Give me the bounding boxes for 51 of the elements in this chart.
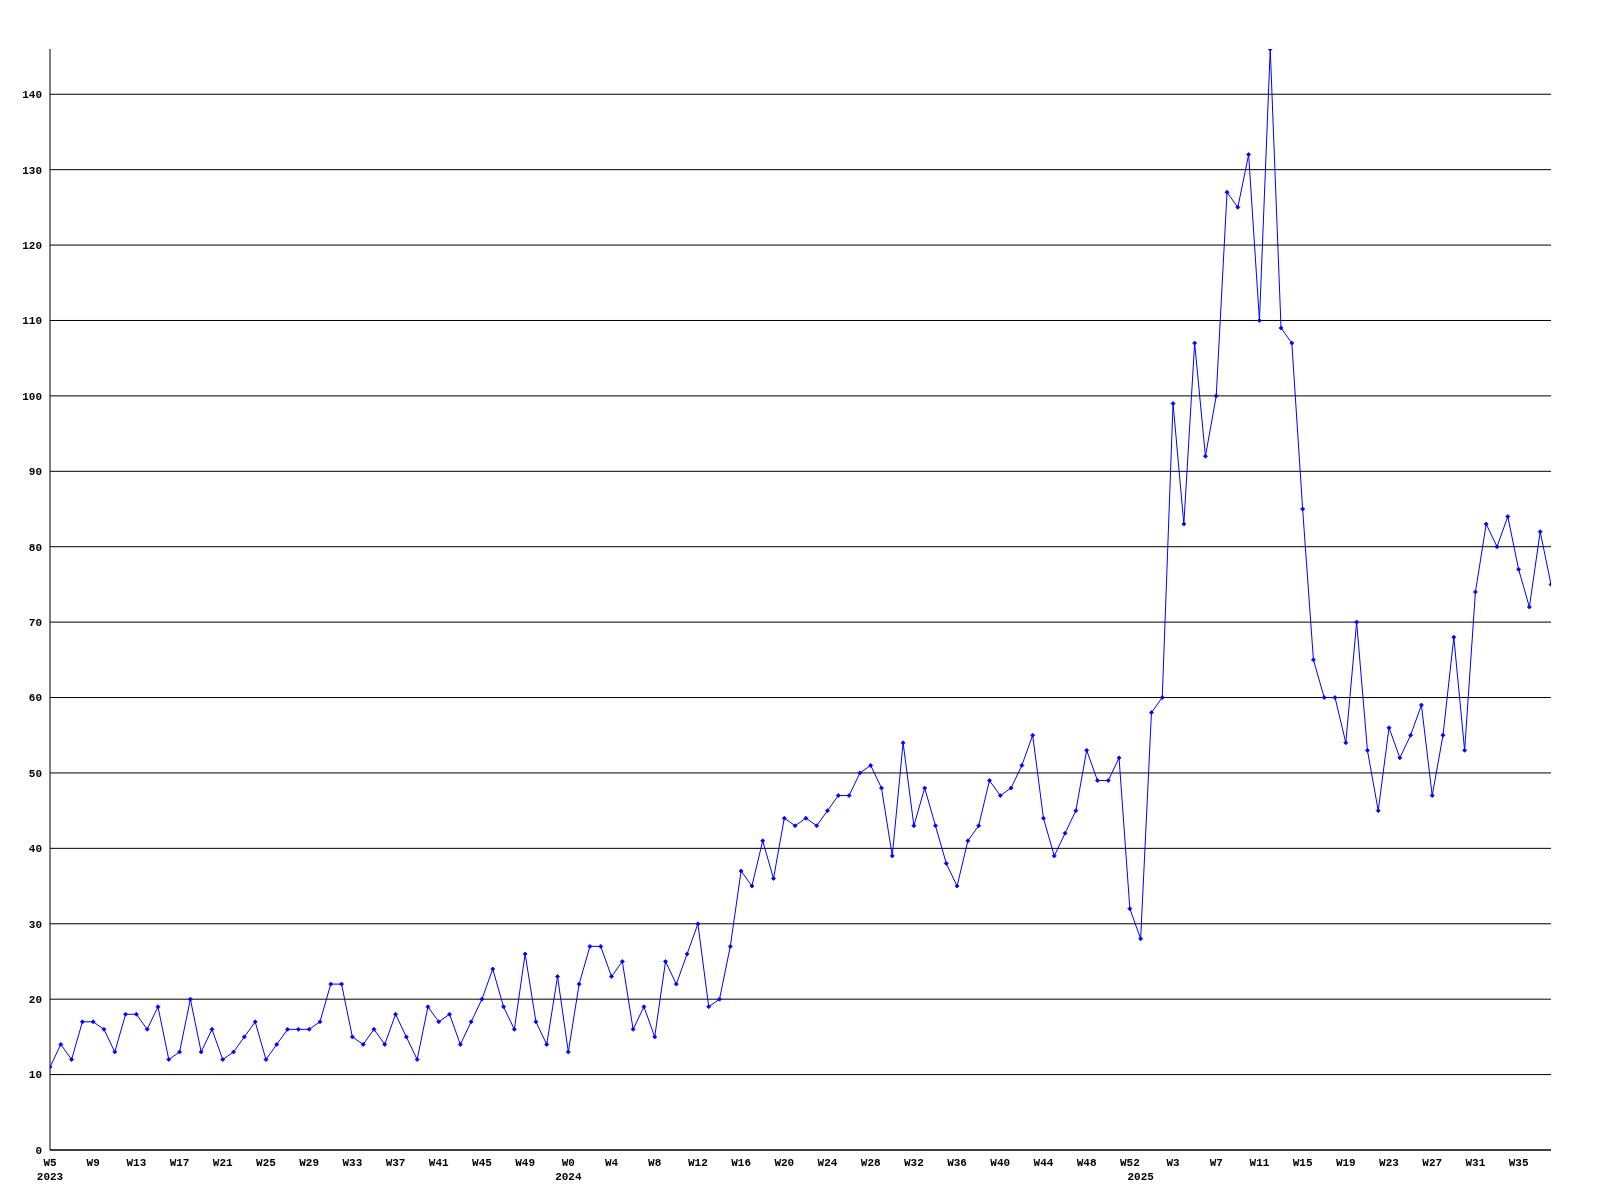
x-tick-label: 2025 (1127, 1171, 1155, 1183)
x-tick-label: W4 (604, 1157, 619, 1169)
x-tick-label: W5 2023 (36, 1157, 64, 1183)
y-tick-label: 30 (28, 918, 42, 931)
x-tick-label: W37 (385, 1157, 406, 1169)
x-tick-label: W13 (126, 1157, 147, 1169)
y-tick-label: 110 (22, 315, 42, 328)
x-tick-label: W17 (169, 1157, 190, 1169)
x-tick-label: W35 (1508, 1157, 1529, 1169)
y-tick-label: 80 (28, 541, 42, 554)
y-tick-label: 90 (28, 466, 42, 479)
x-tick-label: W8 (648, 1157, 662, 1169)
y-tick-label: 0 (35, 1144, 42, 1157)
x-tick-label: W25 (256, 1157, 277, 1169)
x-tick-label: W48 (1076, 1157, 1097, 1169)
x-tick-label: W15 (1292, 1157, 1313, 1169)
y-tick-label: 100 (22, 390, 42, 403)
x-tick-label: W27 (1422, 1157, 1443, 1169)
x-tick-label: W52 (1119, 1157, 1140, 1169)
y-tick-label: 40 (28, 843, 42, 856)
x-tick-label: W21 (212, 1157, 234, 1169)
y-tick-label: 120 (22, 239, 42, 252)
y-tick-label: 50 (28, 767, 42, 780)
x-tick-label: W36 (947, 1157, 967, 1169)
x-tick-label: W11 (1249, 1157, 1270, 1169)
x-tick-label: W16 (731, 1157, 752, 1169)
x-tick-label: W33 (342, 1157, 363, 1169)
x-tick-label: W20 (774, 1157, 795, 1169)
x-tick-label: W7 (1209, 1157, 1223, 1169)
y-tick-label: 60 (28, 692, 42, 705)
x-tick-label: W19 (1335, 1157, 1356, 1169)
x-tick-label: W0 2024 (555, 1157, 582, 1183)
x-tick-label: W23 (1379, 1157, 1400, 1169)
x-tick-label: W9 (86, 1157, 100, 1169)
x-tick-label: W29 (299, 1157, 320, 1169)
y-tick-label: 20 (28, 994, 42, 1007)
x-tick-label: W28 (860, 1157, 881, 1169)
x-tick-label: W45 (472, 1157, 493, 1169)
x-tick-label: W44 (1033, 1157, 1054, 1169)
y-tick-label: 70 (28, 617, 42, 630)
y-tick-label: 140 (22, 89, 42, 102)
x-tick-label: W32 (903, 1157, 924, 1169)
x-tick-label: W12 (688, 1157, 708, 1169)
x-tick-label: W40 (990, 1157, 1011, 1169)
x-tick-label: W49 (515, 1157, 536, 1169)
y-tick-label: 130 (22, 164, 42, 177)
x-tick-label: W41 (428, 1157, 450, 1169)
y-tick-label: 10 (28, 1069, 42, 1082)
x-tick-label: W24 (817, 1157, 838, 1169)
x-tick-label: W3 (1166, 1157, 1181, 1169)
x-tick-label: W31 (1465, 1157, 1486, 1169)
